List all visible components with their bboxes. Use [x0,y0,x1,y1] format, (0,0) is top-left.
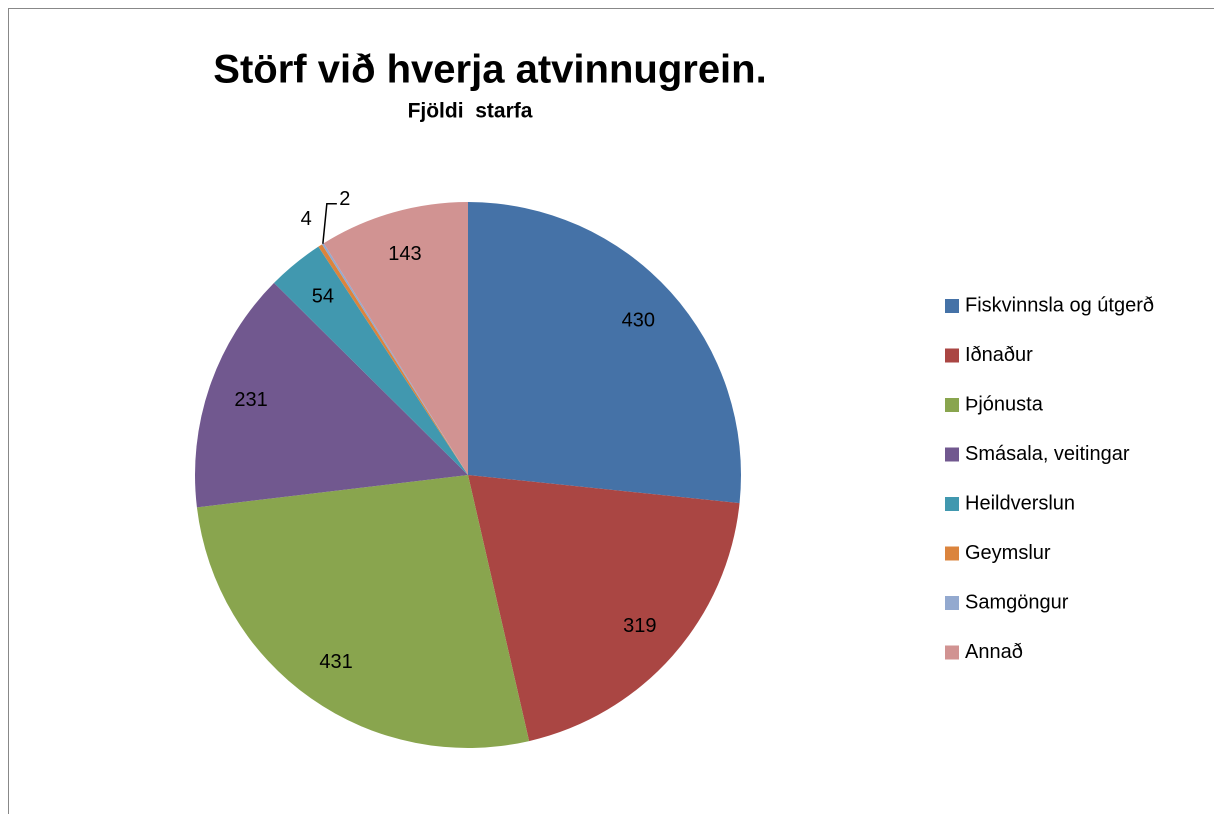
data-label: 54 [312,286,334,308]
pie-slice [468,475,740,742]
legend-label: Annað [965,641,1023,663]
pie-slice [468,202,741,504]
data-label: 319 [623,615,656,637]
legend-label: Iðnaður [965,344,1033,366]
legend-label: Fiskvinnsla og útgerð [965,294,1154,316]
data-label: 431 [319,651,352,673]
pie-slice [323,202,468,475]
pie-slice [194,282,468,508]
data-label: 143 [388,243,421,265]
legend-label: Geymslur [965,542,1051,564]
legend-swatch [945,596,959,610]
legend-label: Heildverslun [965,492,1075,514]
leader-line [322,203,337,244]
pie-slice [274,246,468,475]
legend-swatch [945,447,959,462]
legend-label: Samgöngur [965,591,1069,613]
legend-label: Smásala, veitingar [965,443,1130,465]
legend-swatch [945,299,959,313]
pie-slice [321,243,468,475]
data-label: 231 [234,389,267,411]
legend-swatch [945,546,959,561]
data-label: 2 [339,188,350,210]
legend-swatch [945,348,959,363]
chart-subtitle: Fjöldi starfa [408,100,533,123]
chart-frame [8,8,1214,814]
legend-swatch [945,497,959,511]
data-label: 4 [301,208,312,230]
legend-swatch [945,398,959,412]
chart-title: Störf við hverja atvinnugrein. [213,48,766,92]
legend-swatch [945,645,959,660]
data-label: 430 [622,310,655,332]
pie-slice [196,475,530,748]
pie-slice [318,244,468,475]
legend-label: Þjónusta [965,393,1044,415]
